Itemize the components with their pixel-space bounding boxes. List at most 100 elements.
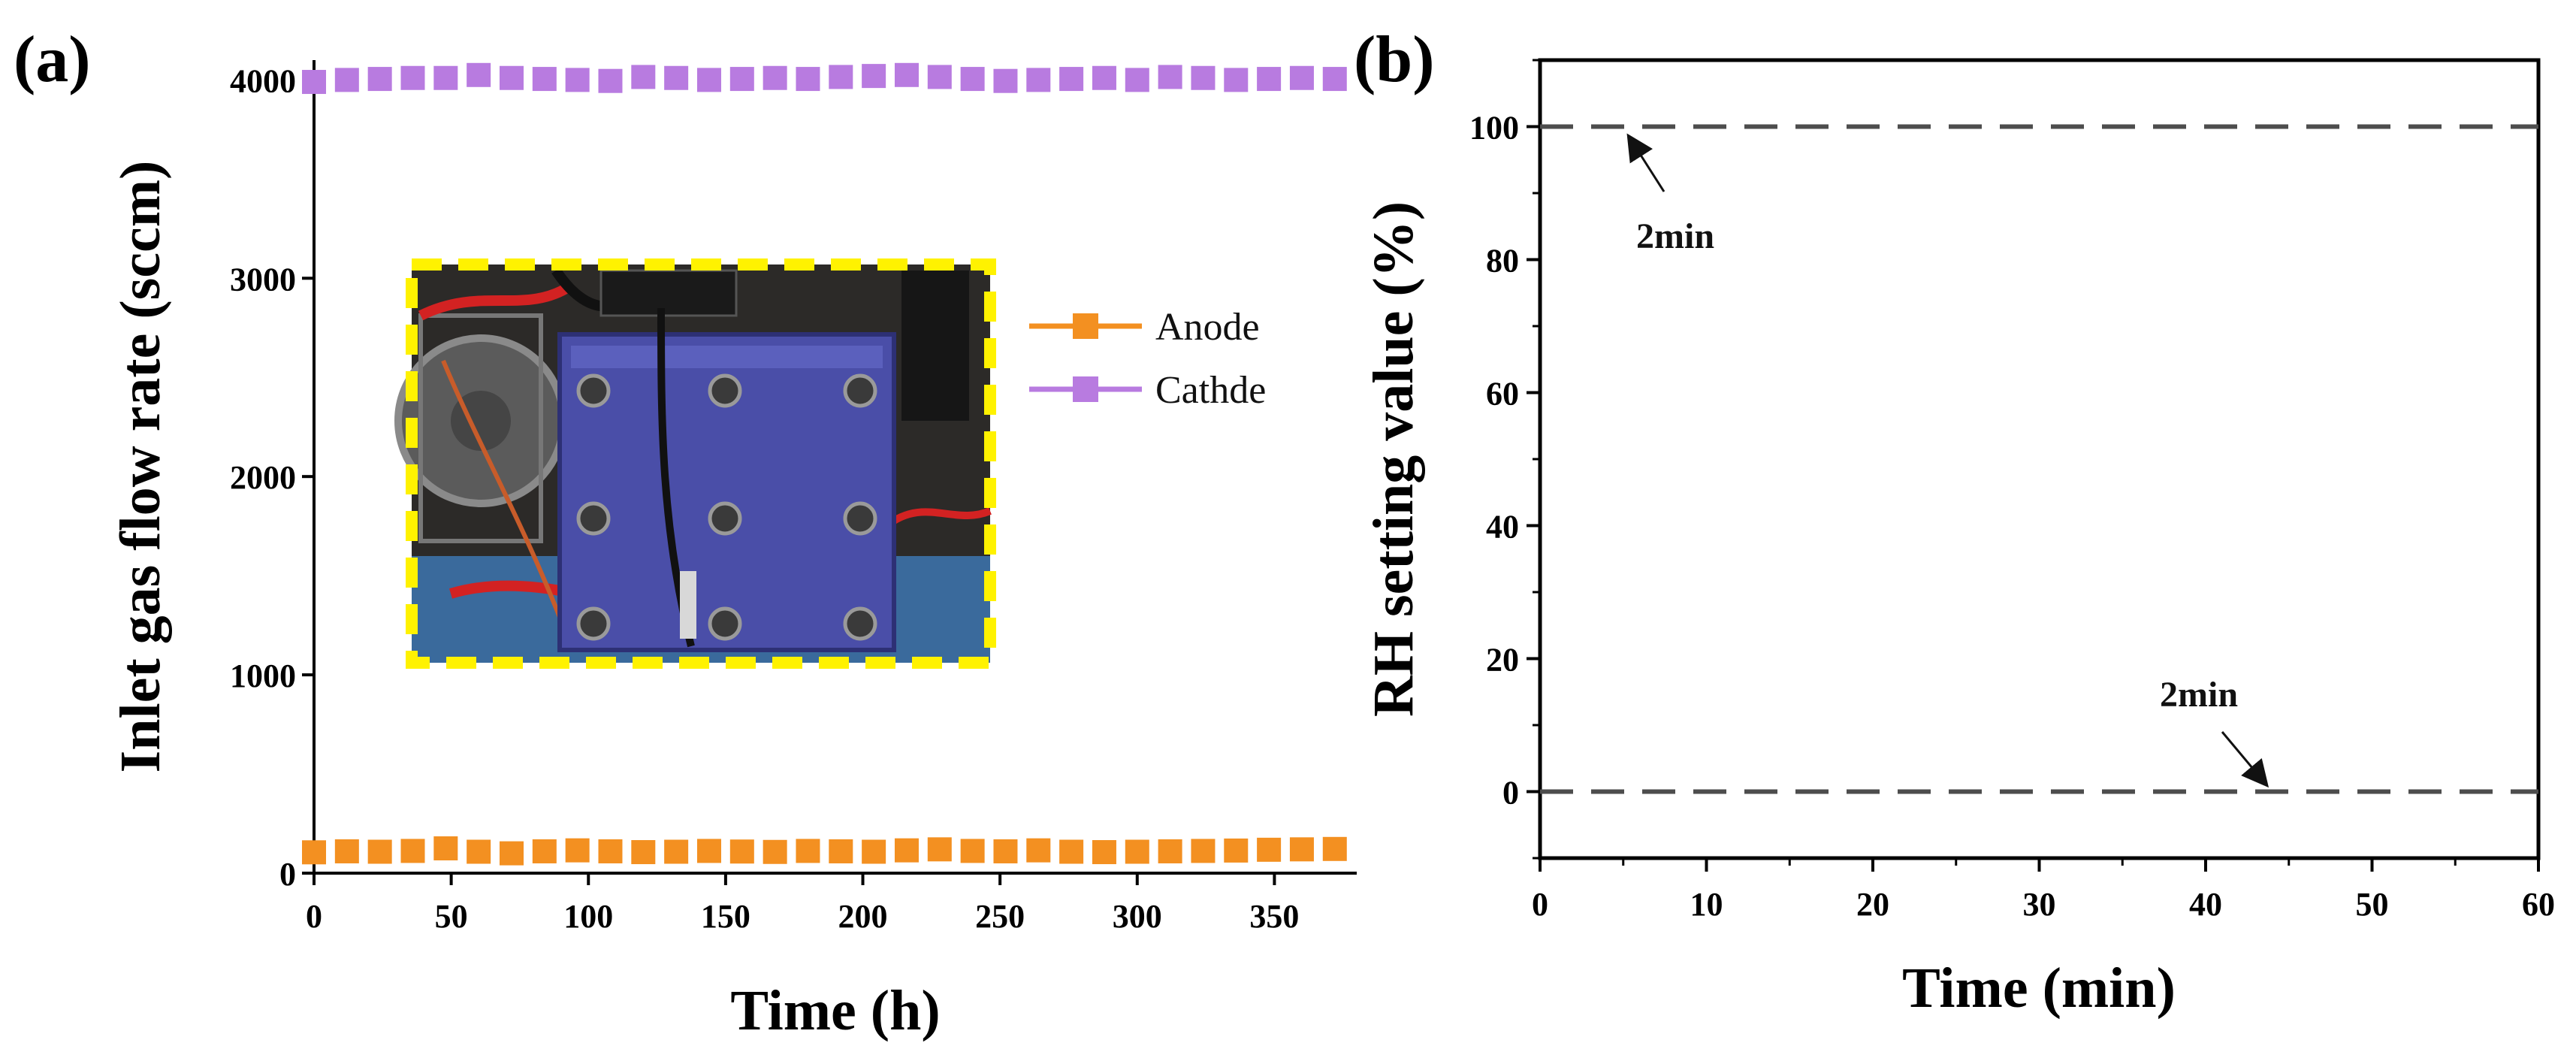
legend-cathode-label: Cathde — [1155, 369, 1266, 412]
data-point — [1158, 65, 1182, 89]
a-y-tick-label: 3000 — [230, 261, 296, 298]
data-point — [960, 67, 985, 92]
stack-highlight — [571, 346, 883, 368]
panel-a-x-title: Time (h) — [730, 979, 940, 1042]
panel-a-series — [302, 62, 1347, 866]
data-point — [532, 839, 557, 863]
a-x-tick-label: 300 — [1113, 898, 1162, 935]
a-y-tick-label: 0 — [279, 856, 296, 893]
panel-b-y-title: RH setting value (%) — [1362, 201, 1425, 717]
data-point — [1092, 65, 1116, 90]
series-anode — [302, 836, 1347, 866]
panel-b-y-ticks: 0 20 40 60 80 100 — [1469, 59, 1540, 860]
data-point — [631, 65, 656, 89]
a-y-tick-label: 4000 — [230, 62, 296, 99]
panel-a-x-ticks: 0 50 100 150 200 250 300 350 — [306, 873, 1299, 935]
panel-b-series — [1540, 124, 2538, 794]
data-point — [499, 65, 524, 90]
a-y-tick-label: 2000 — [230, 459, 296, 496]
data-point — [400, 65, 425, 90]
data-point — [1191, 839, 1216, 863]
data-point — [729, 839, 754, 864]
data-point — [1191, 65, 1216, 90]
panel-a-axes — [313, 60, 1357, 875]
data-point — [1257, 67, 1282, 92]
data-point — [664, 65, 689, 90]
data-point — [1026, 68, 1051, 92]
bolt-icon — [843, 606, 877, 641]
data-point — [1059, 67, 1084, 92]
data-point — [796, 839, 820, 863]
cable-connector — [599, 269, 738, 317]
panel-a-y-title: Inlet gas flow rate (sccm) — [109, 161, 172, 773]
bolt-icon — [843, 501, 877, 536]
data-point — [993, 839, 1018, 863]
fan-hub-icon — [451, 391, 511, 451]
data-point — [1125, 839, 1149, 864]
data-point — [334, 839, 359, 863]
a-x-tick-label: 350 — [1249, 898, 1299, 935]
b-y-tick-label: 40 — [1486, 509, 1519, 546]
data-point — [960, 839, 985, 863]
data-point — [993, 68, 1018, 93]
data-point — [433, 836, 458, 861]
inset-photo — [394, 258, 996, 669]
b-x-tick-label: 50 — [2356, 886, 2389, 923]
data-point — [829, 839, 853, 863]
panel-b: (b) 0 10 20 30 40 50 60 0 20 40 60 80 100 2min 2min… — [1354, 23, 2555, 1020]
b-y-tick-label: 100 — [1469, 110, 1519, 147]
data-point — [302, 840, 326, 865]
data-point — [565, 68, 590, 92]
data-point — [467, 839, 491, 864]
data-point — [894, 838, 919, 863]
data-point — [1092, 840, 1116, 865]
data-point — [1224, 68, 1249, 92]
bolt-icon — [843, 373, 877, 408]
panel-b-plot-frame — [1538, 58, 2541, 860]
data-point — [1322, 67, 1347, 92]
b-y-tick-label: 60 — [1486, 376, 1519, 413]
data-point — [1158, 839, 1182, 863]
data-point — [927, 65, 952, 89]
b-x-tick-label: 60 — [2522, 886, 2555, 923]
data-point — [499, 841, 524, 866]
data-point — [1289, 837, 1314, 862]
panel-b-label: (b) — [1354, 23, 1435, 96]
bolt-icon — [708, 606, 742, 641]
data-point — [433, 65, 458, 90]
panel-b-x-title: Time (min) — [1902, 957, 2176, 1020]
red-wire-right — [883, 507, 992, 529]
stack-bolts — [576, 373, 877, 641]
data-point — [894, 62, 919, 87]
data-point — [696, 839, 721, 863]
a-x-tick-label: 0 — [306, 898, 322, 935]
legend-item-anode: Anode — [1029, 306, 1260, 349]
data-point — [862, 839, 886, 864]
annotation-arrow-top — [1626, 133, 1665, 192]
data-point — [1289, 65, 1314, 90]
data-point — [1322, 836, 1347, 861]
data-point — [1125, 68, 1149, 92]
panel-a: (a) 0 50 100 150 200 250 300 350 0 1000 2000 3000 4… — [14, 23, 1357, 1042]
data-point — [1224, 838, 1249, 863]
b-x-tick-label: 20 — [1856, 886, 1889, 923]
data-point — [334, 68, 359, 92]
data-point — [400, 839, 425, 863]
red-wire — [418, 281, 574, 321]
panel-a-label: (a) — [14, 23, 91, 96]
data-point — [565, 838, 590, 863]
bolt-icon — [576, 606, 611, 641]
data-point — [1257, 837, 1282, 862]
data-point — [631, 840, 656, 865]
data-point — [367, 67, 392, 92]
legend-item-cathode: Cathde — [1029, 369, 1266, 412]
data-point — [829, 65, 853, 89]
panel-b-annotations: 2min 2min — [1626, 133, 2269, 788]
a-x-tick-label: 200 — [838, 898, 888, 935]
b-x-tick-label: 10 — [1690, 886, 1723, 923]
data-point — [367, 839, 392, 864]
data-point — [1026, 838, 1051, 863]
fan-grille — [418, 313, 543, 543]
data-point — [664, 839, 689, 864]
